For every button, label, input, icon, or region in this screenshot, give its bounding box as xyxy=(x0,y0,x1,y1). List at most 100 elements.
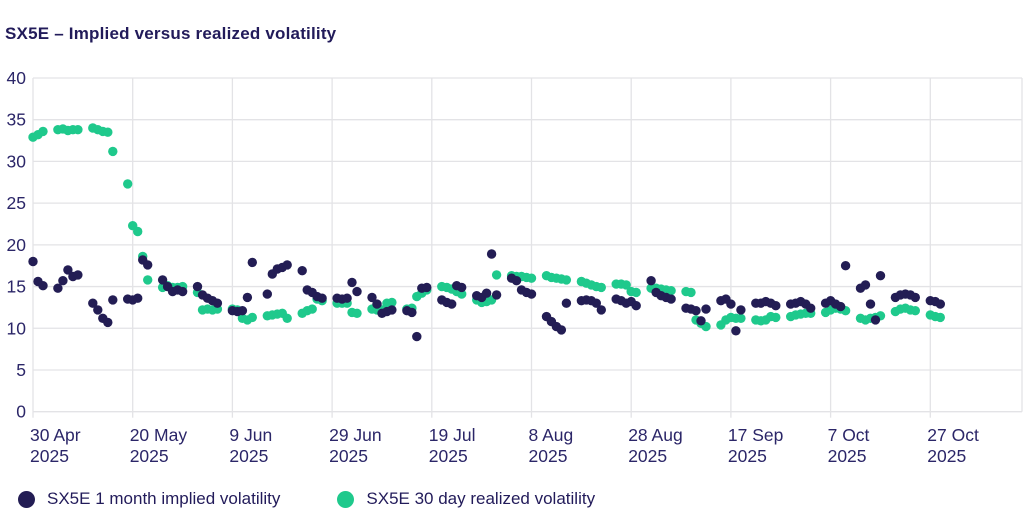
implied-vol-point xyxy=(561,298,572,308)
x-tick-label-date: 17 Sep xyxy=(728,425,783,445)
implied-vol-point xyxy=(342,293,352,303)
realized-vol-point xyxy=(491,270,502,280)
realized-vol-point xyxy=(103,127,113,137)
implied-vol-point xyxy=(352,286,362,297)
implied-vol-point xyxy=(347,277,357,288)
implied-vol-point xyxy=(481,288,492,298)
x-tick-label-date: 27 Oct xyxy=(927,425,979,445)
realized-vol-point xyxy=(108,146,118,157)
y-tick-label: 20 xyxy=(7,235,27,255)
realized-vol-point xyxy=(143,275,153,285)
implied-vol-point xyxy=(103,317,113,328)
realized-vol-point xyxy=(307,304,317,314)
implied-vol-point xyxy=(282,260,292,270)
implied-vol-point xyxy=(591,298,601,308)
realized-vol-point xyxy=(38,126,48,137)
realized-vol-point xyxy=(666,286,676,296)
y-tick-label: 40 xyxy=(7,68,27,88)
implied-vol-point xyxy=(736,305,746,315)
implied-vol-point xyxy=(491,290,502,300)
implied-vol-point xyxy=(631,301,641,311)
implied-vol-point xyxy=(666,294,676,304)
implied-vol-point xyxy=(412,331,422,342)
implied-vol-point xyxy=(865,299,876,309)
x-tick-label-year: 2025 xyxy=(529,446,568,466)
realized-vol-point xyxy=(736,313,746,323)
implied-vol-point xyxy=(143,260,153,270)
implied-vol-point xyxy=(447,299,457,309)
x-tick-label-date: 30 Apr xyxy=(30,425,81,445)
implied-vol-point xyxy=(407,307,417,318)
realized-vol-point xyxy=(561,275,572,285)
implied-vol-point xyxy=(691,306,701,316)
implied-vol-point xyxy=(526,289,537,299)
implied-vol-point xyxy=(262,289,272,299)
realized-vol-point xyxy=(771,312,781,323)
implied-vol-point xyxy=(317,293,327,303)
implied-vol-point xyxy=(53,283,63,293)
implied-vol-point xyxy=(58,276,68,286)
x-tick-label-year: 2025 xyxy=(429,446,468,466)
realized-vol-point xyxy=(352,308,362,318)
realized-vol-point xyxy=(457,289,467,299)
implied-vol-point xyxy=(771,301,781,311)
implied-vol-point xyxy=(212,298,223,308)
legend-label-implied: SX5E 1 month implied volatility xyxy=(47,489,281,508)
implied-vol-point xyxy=(701,304,711,314)
x-tick-label-date: 28 Aug xyxy=(628,425,683,445)
implied-vol-point xyxy=(93,305,103,315)
implied-vol-point xyxy=(731,326,741,336)
realized-vol-point xyxy=(73,125,83,135)
implied-vol-point xyxy=(511,276,522,286)
implied-vol-point xyxy=(28,256,38,267)
x-tick-label-year: 2025 xyxy=(927,446,966,466)
implied-vol-point xyxy=(646,276,656,286)
implied-vol-point xyxy=(870,315,881,325)
implied-vol-point xyxy=(88,298,98,308)
implied-vol-point xyxy=(910,292,920,303)
implied-vol-point xyxy=(457,282,467,293)
implied-vol-point xyxy=(108,295,118,305)
implied-vol-point xyxy=(73,270,83,280)
implied-vol-point xyxy=(367,292,377,303)
implied-vol-point xyxy=(935,299,945,309)
implied-vol-point xyxy=(596,305,606,315)
y-tick-label: 5 xyxy=(16,360,26,380)
realized-vol-point xyxy=(686,287,696,298)
implied-vol-point xyxy=(133,293,143,303)
implied-vol-point xyxy=(237,306,248,316)
realized-series-dot-icon xyxy=(337,490,355,508)
implied-vol-point xyxy=(63,265,73,275)
legend: SX5E 1 month implied volatility SX5E 30 … xyxy=(18,489,595,509)
implied-vol-point xyxy=(556,325,567,335)
realized-vol-point xyxy=(123,179,133,189)
x-tick-label-year: 2025 xyxy=(728,446,767,466)
x-tick-label-year: 2025 xyxy=(130,446,169,466)
realized-vol-point xyxy=(133,226,143,237)
implied-vol-point xyxy=(726,299,736,309)
realized-vol-point xyxy=(596,282,606,293)
x-tick-label-date: 7 Oct xyxy=(828,425,870,445)
x-tick-label-date: 19 Jul xyxy=(429,425,476,445)
implied-vol-point xyxy=(422,282,432,293)
implied-vol-point xyxy=(38,281,48,291)
x-tick-label-date: 9 Jun xyxy=(229,425,272,445)
legend-item-realized: SX5E 30 day realized volatility xyxy=(337,489,595,509)
implied-vol-point xyxy=(696,316,706,326)
x-tick-label-year: 2025 xyxy=(229,446,268,466)
x-tick-label-year: 2025 xyxy=(30,446,69,466)
legend-label-realized: SX5E 30 day realized volatility xyxy=(366,489,596,508)
legend-item-implied: SX5E 1 month implied volatility xyxy=(18,489,280,509)
realized-vol-point xyxy=(282,313,292,323)
x-tick-label-date: 20 May xyxy=(130,425,188,445)
x-tick-label-year: 2025 xyxy=(628,446,667,466)
implied-vol-point xyxy=(247,257,257,268)
implied-vol-point xyxy=(192,281,203,292)
realized-vol-point xyxy=(621,280,631,290)
realized-vol-point xyxy=(935,312,945,323)
implied-vol-point xyxy=(875,271,886,281)
x-tick-label-date: 29 Jun xyxy=(329,425,382,445)
realized-vol-point xyxy=(910,306,920,316)
implied-vol-point xyxy=(297,266,307,276)
